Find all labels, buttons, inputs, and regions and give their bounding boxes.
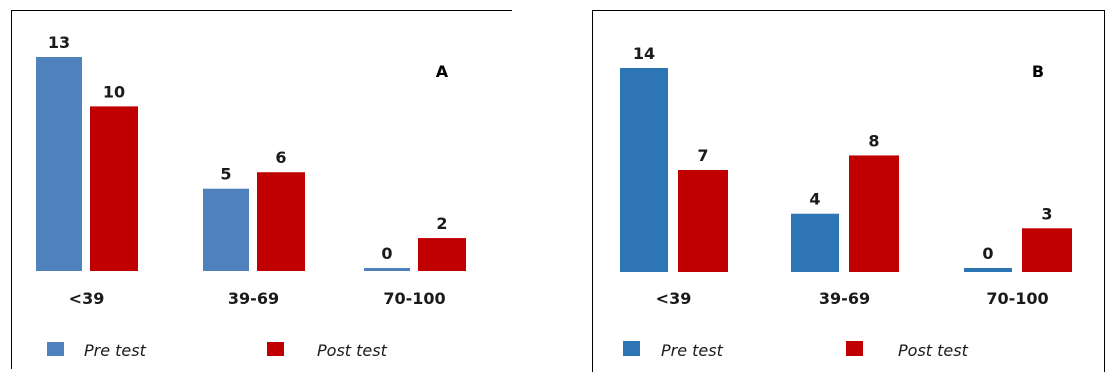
bar-value-label-pre-test-39-69: 5 bbox=[220, 165, 231, 184]
bar-post-test-39 bbox=[90, 106, 138, 271]
bar-pre-test-39-69 bbox=[203, 188, 249, 271]
bar-pre-test-39-69 bbox=[791, 213, 839, 272]
legend-swatch-post-test bbox=[846, 341, 863, 356]
panel-letter-a: A bbox=[436, 62, 449, 81]
chart-b-svg: 14 7 4 8 0 3 <39 39-69 70-100 B Pre test Post t… bbox=[620, 44, 1072, 360]
category-label-70-100: 70-100 bbox=[986, 289, 1048, 308]
chart-panel-b: 14 7 4 8 0 3 <39 39-69 70-100 B Pre test Post t… bbox=[592, 10, 1105, 372]
legend-swatch-post-test bbox=[267, 342, 284, 356]
category-label-39: <39 bbox=[69, 289, 105, 308]
bar-pre-test-39 bbox=[36, 57, 82, 271]
bar-value-label-pre-test-70-100: 0 bbox=[381, 244, 392, 263]
chart-b-bars: 14 7 4 8 0 3 bbox=[620, 44, 1072, 272]
chart-b-categories: <39 39-69 70-100 bbox=[656, 289, 1049, 308]
chart-b-legend: Pre test Post test bbox=[623, 341, 969, 360]
bar-value-label-post-test-70-100: 2 bbox=[436, 214, 447, 233]
bar-value-label-pre-test-39: 13 bbox=[48, 33, 70, 52]
chart-a-svg: 13 10 5 6 0 2 <39 39-69 70-100 A Pre test Post … bbox=[36, 33, 466, 360]
bar-pre-test-70-100 bbox=[964, 268, 1012, 272]
bar-value-label-post-test-39-69: 8 bbox=[868, 131, 879, 150]
category-label-39: <39 bbox=[656, 289, 692, 308]
bar-post-test-39-69 bbox=[849, 155, 899, 272]
bar-value-label-post-test-39: 7 bbox=[697, 146, 708, 165]
chart-panel-a: 13 10 5 6 0 2 <39 39-69 70-100 A Pre test Post … bbox=[11, 10, 512, 369]
bar-value-label-post-test-39: 10 bbox=[103, 82, 125, 101]
category-label-39-69: 39-69 bbox=[228, 289, 279, 308]
bar-value-label-pre-test-39-69: 4 bbox=[809, 190, 820, 209]
legend-label-post-test: Post test bbox=[898, 341, 969, 360]
legend-label-post-test: Post test bbox=[317, 341, 388, 360]
legend-swatch-pre-test bbox=[47, 342, 64, 356]
bar-pre-test-70-100 bbox=[364, 268, 410, 271]
bar-value-label-post-test-70-100: 3 bbox=[1041, 204, 1052, 223]
chart-a-legend: Pre test Post test bbox=[47, 341, 388, 360]
panel-letter-b: B bbox=[1032, 62, 1044, 81]
bar-pre-test-39 bbox=[620, 68, 668, 272]
bar-post-test-70-100 bbox=[1022, 228, 1072, 272]
bar-post-test-39 bbox=[678, 170, 728, 272]
bar-value-label-pre-test-70-100: 0 bbox=[982, 244, 993, 263]
legend-swatch-pre-test bbox=[623, 341, 640, 356]
chart-a-bars: 13 10 5 6 0 2 bbox=[36, 33, 466, 271]
chart-a-categories: <39 39-69 70-100 bbox=[69, 289, 446, 308]
bar-post-test-39-69 bbox=[257, 172, 305, 271]
category-label-39-69: 39-69 bbox=[819, 289, 870, 308]
category-label-70-100: 70-100 bbox=[383, 289, 445, 308]
bar-post-test-70-100 bbox=[418, 238, 466, 271]
bar-value-label-post-test-39-69: 6 bbox=[275, 148, 286, 167]
legend-label-pre-test: Pre test bbox=[84, 341, 147, 360]
legend-label-pre-test: Pre test bbox=[661, 341, 724, 360]
bar-value-label-pre-test-39: 14 bbox=[633, 44, 655, 63]
